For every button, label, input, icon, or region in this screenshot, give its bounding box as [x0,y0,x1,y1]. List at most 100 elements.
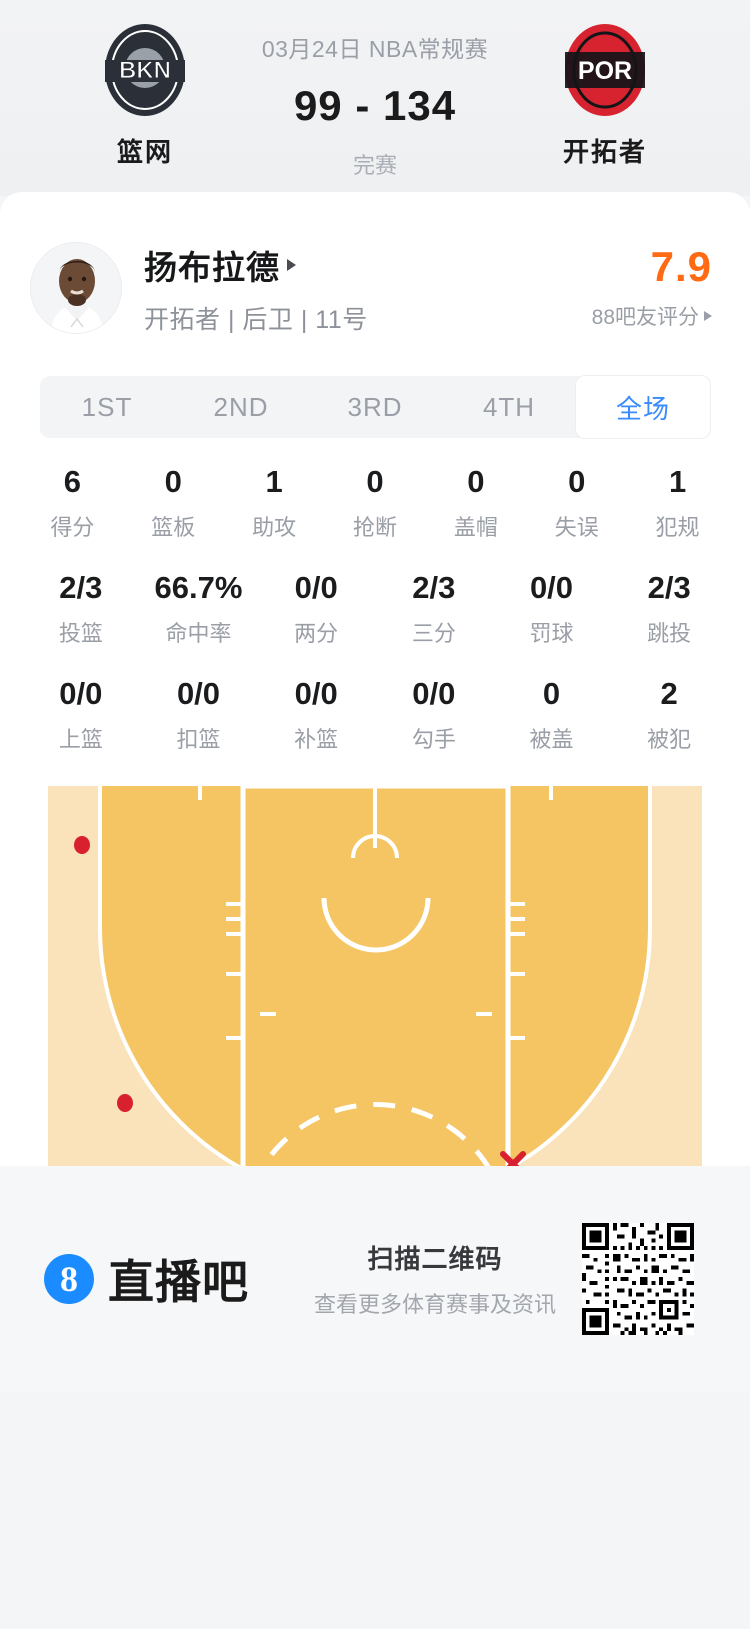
stats-row-shot-types: 0/0 上篮 0/0 扣篮 0/0 补篮 0/0 勾手 0 被盖 2 被犯 [0,676,750,754]
stat-jump-shot: 2/3 跳投 [610,570,728,648]
stat-label: 勾手 [411,727,456,752]
stat-turnovers: 0 失误 [526,464,627,542]
score-center: 03月24日 NBA常规赛 99 - 134 完赛 [230,22,520,180]
player-name: 扬布拉德 [144,248,280,286]
svg-text:POR: POR [578,57,632,85]
stat-value: 0 [568,464,586,499]
stat-value: 2/3 [412,570,456,605]
player-avatar [30,242,122,334]
stat-value: 0 [467,464,485,499]
brand-name: 直播吧 [108,1256,249,1308]
stat-value: 2/3 [59,570,103,605]
stat-blocked: 0 被盖 [493,676,611,754]
stat-label: 被盖 [529,727,574,752]
stat-dunk: 0/0 扣篮 [140,676,258,754]
svg-text:BKN: BKN [119,57,171,84]
stat-value: 1 [668,464,687,499]
stat-fouled: 2 被犯 [610,676,728,754]
stat-label: 三分 [411,621,456,646]
stat-label: 抢断 [352,515,397,540]
stat-value: 0/0 [294,570,338,605]
stat-value: 6 [63,464,82,499]
stat-rebounds: 0 篮板 [123,464,224,542]
stat-points: 6 得分 [22,464,123,542]
away-team[interactable]: POR 开拓者 [520,22,690,169]
player-detail-line: 开拓者 | 后卫 | 11号 [144,305,368,334]
qr-area[interactable]: 扫描二维码 查看更多体育赛事及资讯 [314,1223,694,1335]
stat-fouls: 1 犯规 [627,464,728,542]
game-status: 完赛 [352,153,397,178]
stat-value: 0/0 [294,676,338,711]
stat-assists: 1 助攻 [224,464,325,542]
stat-field-goals: 2/3 投篮 [22,570,140,648]
stat-value: 0/0 [176,676,221,711]
stat-label: 罚球 [529,621,574,646]
stats-row-shooting: 2/3 投篮 66.7% 命中率 0/0 两分 2/3 三分 0/0 罚球 2/… [0,570,750,648]
stat-value: 2/3 [647,570,691,605]
scoreboard-header: BKN 篮网 03月24日 NBA常规赛 99 - 134 完赛 POR 开拓者 [0,0,750,196]
stat-label: 两分 [294,621,339,646]
away-team-logo-icon: POR [557,22,653,118]
stat-label: 跳投 [647,621,692,646]
stat-fg-percent: 66.7% 命中率 [140,570,258,648]
court-diagram [48,786,702,1386]
rating-block[interactable]: 7.9 88吧友评分 [591,242,712,331]
match-meta: 03月24日 NBA常规赛 [261,36,489,62]
stat-value: 0/0 [529,570,574,605]
player-info: 扬布拉德 开拓者 | 后卫 | 11号 [144,241,592,336]
stat-value: 0 [542,676,561,711]
chevron-right-small-icon[interactable] [704,310,712,321]
stat-value: 0/0 [59,676,103,711]
tab-4th[interactable]: 4TH [482,391,536,422]
stat-value: 66.7% [154,570,243,605]
stat-label: 命中率 [165,621,232,646]
stat-value: 2 [660,676,678,711]
stats-row-basic: 6 得分 0 篮板 1 助攻 0 抢断 0 盖帽 0 失误 1 犯规 [0,464,750,542]
stat-free-throws: 0/0 罚球 [493,570,611,648]
stat-label: 助攻 [252,515,297,540]
stat-label: 被犯 [647,727,692,752]
player-detail-card: 扬布拉德 开拓者 | 后卫 | 11号 7.9 88吧友评分 1ST 2ND 3… [0,192,750,1392]
qr-code-icon[interactable] [582,1223,694,1335]
stat-label: 盖帽 [453,515,498,540]
stat-steals: 0 抢断 [325,464,426,542]
chevron-right-icon[interactable] [287,258,296,271]
stat-label: 投篮 [58,621,103,646]
stat-label: 上篮 [58,727,103,752]
stat-label: 得分 [50,515,95,540]
stat-value: 0/0 [412,676,456,711]
stat-blocks: 0 盖帽 [425,464,526,542]
stat-three-point: 2/3 三分 [375,570,493,648]
rating-label: 88吧友评分 [591,305,699,329]
stat-label: 犯规 [655,515,700,540]
brand-mark-icon: 8 [44,1254,94,1304]
stat-layup: 0/0 上篮 [22,676,140,754]
stat-label: 补篮 [294,727,339,752]
home-team[interactable]: BKN 篮网 [60,22,230,169]
brand-logo[interactable]: 8 直播吧 [44,1246,249,1312]
tab-2nd[interactable]: 2ND [213,391,269,422]
stat-label: 失误 [554,515,599,540]
footer-bar: 8 直播吧 扫描二维码 查看更多体育赛事及资讯 [0,1166,750,1392]
final-score: 99 - 134 [293,82,457,129]
rating-value: 7.9 [650,242,712,290]
stat-label: 篮板 [151,515,196,540]
stat-value: 0 [366,464,384,499]
tab-1st[interactable]: 1ST [81,391,133,422]
stat-putback: 0/0 补篮 [257,676,375,754]
tab-full-game[interactable]: 全场 [576,376,710,438]
stat-two-point: 0/0 两分 [257,570,375,648]
stat-label: 扣篮 [176,727,221,752]
tab-3rd[interactable]: 3RD [347,391,403,422]
shot-marker-made [74,836,90,854]
home-team-logo-icon: BKN [97,22,193,118]
stat-value: 0 [164,464,182,499]
qr-subtitle: 查看更多体育赛事及资讯 [313,1292,556,1317]
home-team-name: 篮网 [116,137,173,167]
player-row[interactable]: 扬布拉德 开拓者 | 后卫 | 11号 7.9 88吧友评分 [0,230,750,346]
qr-title: 扫描二维码 [367,1244,503,1274]
stat-value: 1 [265,464,283,499]
shot-marker-made [117,1094,133,1112]
stat-hook-shot: 0/0 勾手 [375,676,493,754]
period-tabs: 1ST 2ND 3RD 4TH 全场 [40,376,710,438]
